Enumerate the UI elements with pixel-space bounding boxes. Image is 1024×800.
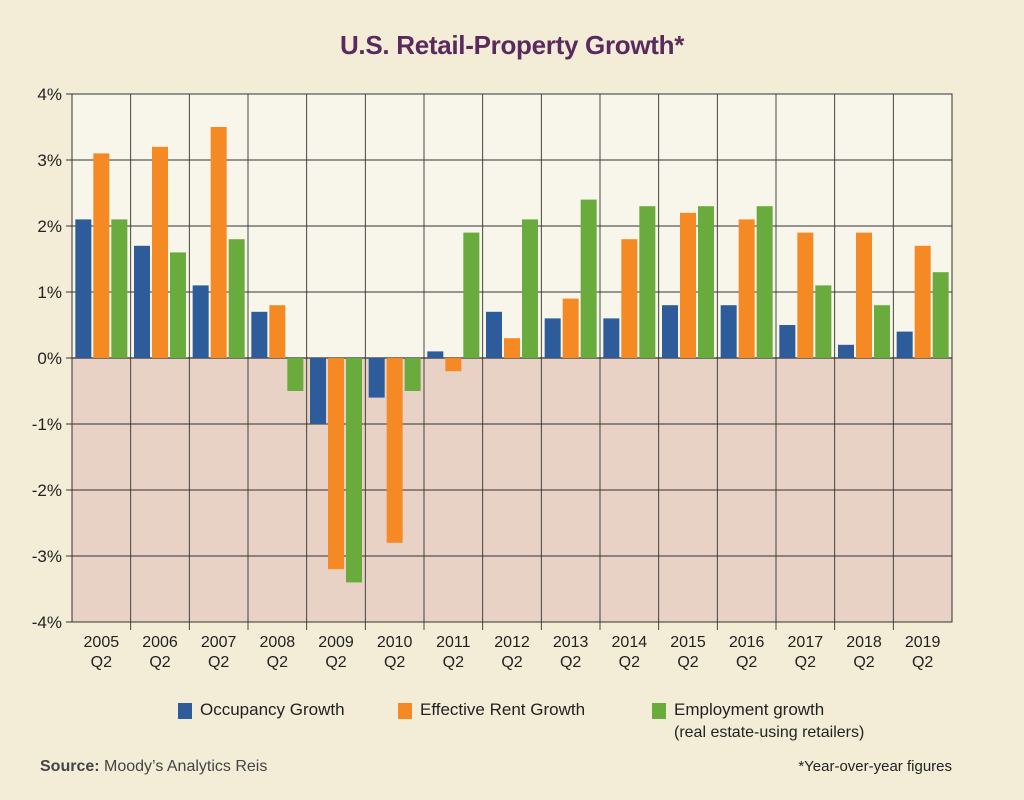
bar-occupancy <box>75 219 92 358</box>
x-tick-label-quarter: Q2 <box>560 654 581 671</box>
y-tick-label: 2% <box>37 217 62 236</box>
bar-rent <box>914 245 931 358</box>
bar-rent <box>445 358 462 372</box>
y-tick-label: 0% <box>37 349 62 368</box>
bar-occupancy <box>603 318 620 358</box>
x-tick-label-quarter: Q2 <box>736 654 757 671</box>
bar-employment <box>932 272 949 358</box>
y-tick-label: -4% <box>32 613 62 632</box>
plot-border <box>71 93 953 623</box>
x-tick-label-quarter: Q2 <box>795 654 816 671</box>
bar-occupancy <box>662 305 678 358</box>
y-tick-label: -1% <box>32 415 62 434</box>
x-tick-label-year: 2010 <box>377 634 413 651</box>
bar-occupancy <box>427 351 444 358</box>
y-tick-label: -2% <box>32 481 62 500</box>
x-tick-label-year: 2017 <box>788 634 824 651</box>
x-tick-label-year: 2018 <box>846 634 882 651</box>
bar-employment <box>580 199 597 358</box>
bar-rent <box>386 358 403 543</box>
x-tick-label-quarter: Q2 <box>149 654 170 671</box>
legend-swatch-occupancy <box>178 703 192 719</box>
bar-rent <box>210 127 227 358</box>
bar-rent <box>797 232 814 358</box>
bar-employment <box>639 206 656 358</box>
x-tick-label-quarter: Q2 <box>443 654 464 671</box>
x-tick-label-year: 2015 <box>670 634 706 651</box>
footnote: *Year-over-year figures <box>798 758 952 775</box>
bar-occupancy <box>544 318 561 358</box>
x-tick-label-quarter: Q2 <box>677 654 698 671</box>
x-tick-label-quarter: Q2 <box>619 654 640 671</box>
bar-rent <box>504 338 520 358</box>
bar-occupancy <box>896 331 913 358</box>
x-tick-label-quarter: Q2 <box>384 654 405 671</box>
legend-label-employment: Employment growth <box>674 700 825 719</box>
bar-occupancy <box>310 358 326 424</box>
bar-rent <box>269 305 286 358</box>
bar-rent <box>328 358 344 570</box>
bar-employment <box>874 305 890 358</box>
x-tick-label-quarter: Q2 <box>91 654 112 671</box>
y-tick-label: 3% <box>37 151 62 170</box>
x-tick-label-year: 2019 <box>905 634 941 651</box>
legend-label-occupancy: Occupancy Growth <box>200 700 345 719</box>
bar-occupancy <box>368 358 385 398</box>
bar-occupancy <box>779 325 796 358</box>
x-tick-label-year: 2011 <box>436 634 471 651</box>
bar-employment <box>404 358 421 391</box>
bar-occupancy <box>838 344 854 358</box>
x-tick-label-year: 2006 <box>142 634 178 651</box>
bar-occupancy <box>486 311 502 358</box>
x-tick-label-year: 2008 <box>260 634 296 651</box>
bar-occupancy <box>251 311 268 358</box>
bar-employment <box>698 206 714 358</box>
legend-label-rent: Effective Rent Growth <box>420 700 586 719</box>
x-tick-label-year: 2005 <box>84 634 120 651</box>
x-tick-label-year: 2014 <box>612 634 648 651</box>
bar-rent <box>93 153 110 358</box>
bar-employment <box>815 285 832 358</box>
x-tick-label-quarter: Q2 <box>325 654 346 671</box>
x-tick-label-year: 2016 <box>729 634 765 651</box>
source-note: Source: Moody’s Analytics Reis <box>40 758 267 776</box>
legend-sublabel-employment: (real estate-using retailers) <box>674 724 865 741</box>
bar-rent <box>152 146 168 358</box>
bar-employment <box>287 358 304 391</box>
legend-swatch-employment <box>652 703 666 719</box>
bar-employment <box>522 219 538 358</box>
bar-occupancy <box>134 245 150 358</box>
x-tick-label-quarter: Q2 <box>501 654 522 671</box>
x-tick-label-year: 2012 <box>494 634 530 651</box>
bar-employment <box>463 232 480 358</box>
source-text: Moody’s Analytics Reis <box>99 758 268 775</box>
x-tick-label-quarter: Q2 <box>208 654 229 671</box>
bar-employment <box>756 206 773 358</box>
y-tick-label: 4% <box>37 85 62 104</box>
bar-rent <box>738 219 755 358</box>
x-tick-label-year: 2009 <box>318 634 354 651</box>
bar-employment <box>228 239 245 358</box>
source-label: Source: <box>40 758 100 775</box>
x-tick-label-year: 2013 <box>553 634 589 651</box>
bar-employment <box>111 219 128 358</box>
x-tick-label-quarter: Q2 <box>853 654 874 671</box>
y-tick-label: -3% <box>32 547 62 566</box>
bar-rent <box>621 239 638 358</box>
x-tick-label-quarter: Q2 <box>912 654 933 671</box>
legend-swatch-rent <box>398 703 412 719</box>
bar-occupancy <box>720 305 737 358</box>
bar-employment <box>346 358 362 583</box>
bar-rent <box>856 232 872 358</box>
bar-rent <box>680 212 696 358</box>
y-tick-label: 1% <box>37 283 62 302</box>
chart-title: U.S. Retail-Property Growth* <box>339 30 685 60</box>
bar-occupancy <box>192 285 209 358</box>
bar-employment <box>170 252 186 358</box>
x-tick-label-year: 2007 <box>201 634 237 651</box>
bar-rent <box>562 298 579 358</box>
x-tick-label-quarter: Q2 <box>267 654 288 671</box>
